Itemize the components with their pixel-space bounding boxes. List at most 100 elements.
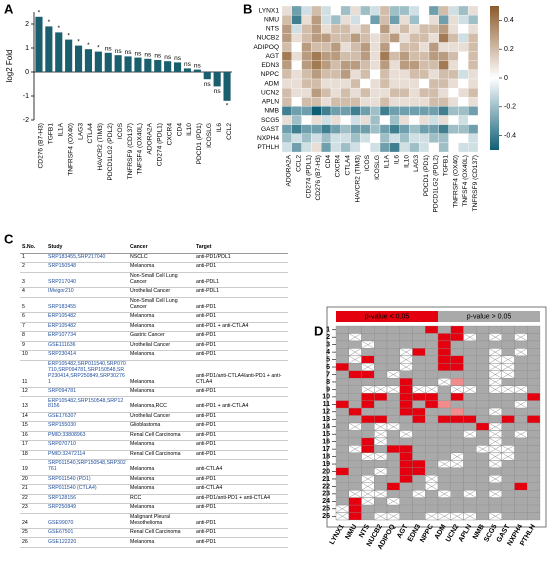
x-tick-label: ICOS xyxy=(117,122,124,139)
cancer-cell: Renal Cell Carcinoma xyxy=(128,528,194,539)
heatmap-cell xyxy=(468,24,479,34)
row-label: NMU xyxy=(264,16,279,23)
cancer-cell: Melanoma xyxy=(128,440,194,451)
heatmap-cell xyxy=(399,133,410,144)
grid-cell xyxy=(450,497,464,506)
heatmap-cell xyxy=(330,97,341,107)
heatmap-cell xyxy=(428,5,439,16)
grid-cell xyxy=(527,482,541,491)
cancer-cell: NSCLC xyxy=(128,253,194,264)
heatmap-cell xyxy=(419,97,430,107)
row-number-cell: 12 xyxy=(20,387,46,398)
heatmap-cell xyxy=(340,24,351,34)
na-cross xyxy=(488,355,502,364)
grid-cell xyxy=(514,467,528,476)
grid-cell xyxy=(527,452,541,461)
table-row: 7 ERP105482 Melanoma anti-PD1 + anti-CTLA4 xyxy=(20,322,288,332)
row-label: NMB xyxy=(264,108,279,115)
significance-label: * xyxy=(48,19,51,26)
grid-cell xyxy=(412,512,426,521)
grid-cell xyxy=(527,348,541,356)
study-cell: SRP217040 xyxy=(46,272,128,289)
row-label: NPPC xyxy=(261,71,280,78)
row-label: PTHLH xyxy=(257,144,279,151)
table-row: 23 SRP250849 Melanoma anti-PD1 xyxy=(20,503,288,514)
x-tick-label: CD276 (B7-H3) xyxy=(38,123,45,168)
target-cell: anti-PD1 xyxy=(194,350,288,361)
heatmap-cell xyxy=(458,14,469,25)
na-cross xyxy=(488,452,502,461)
row-number-cell: 17 xyxy=(20,440,46,451)
heatmap-cell xyxy=(311,24,322,34)
heatmap-cell xyxy=(311,87,322,98)
column-label: ICOS xyxy=(364,154,371,171)
bar xyxy=(183,68,192,72)
grid-cell xyxy=(501,490,515,498)
heatmap-cell xyxy=(291,115,302,125)
heatmap-cell xyxy=(409,42,420,52)
header-cell: Study xyxy=(46,244,128,254)
grid-cell xyxy=(437,467,451,476)
grid-cell xyxy=(476,430,490,439)
grid-cell xyxy=(437,363,451,371)
heatmap-cell xyxy=(281,78,292,89)
heatmap-cell xyxy=(360,14,371,25)
bar xyxy=(114,55,122,72)
grid-cell xyxy=(527,512,541,521)
na-cross xyxy=(488,378,502,386)
heatmap-cell xyxy=(468,33,479,43)
heatmap-cell xyxy=(399,5,410,16)
heatmap-cell xyxy=(350,33,361,43)
heatmap-cell xyxy=(438,124,449,134)
column-label: IL10 xyxy=(403,155,410,168)
na-cross xyxy=(386,512,400,521)
grid-cell xyxy=(425,490,439,498)
row-number-cell: 1 xyxy=(20,253,46,264)
table-body: 1 SRP183455,SRP217040 NSCLC anti-PD1/PDL1 2 S… xyxy=(20,253,288,548)
grid-cell xyxy=(374,460,388,468)
heatmap-cell xyxy=(379,97,390,107)
grid-cell xyxy=(361,512,375,521)
cancer-cell: Non-Small Cell Lung Cancer xyxy=(128,297,194,314)
heatmap-cell xyxy=(458,42,469,52)
grid-cell xyxy=(399,407,413,416)
bar xyxy=(124,56,132,72)
grid-cell xyxy=(437,385,451,394)
grid-cell xyxy=(527,467,541,476)
heatmap-cell xyxy=(350,69,361,80)
grid-cell xyxy=(450,340,464,349)
grid-cell xyxy=(514,393,528,401)
heatmap-cell xyxy=(291,106,302,116)
grid-cell xyxy=(412,400,426,409)
x-tick-label: LAG3 xyxy=(77,123,84,140)
row-number-cell: 14 xyxy=(20,412,46,423)
heatmap-cell xyxy=(399,97,410,107)
grid-cell xyxy=(527,378,541,386)
row-number-cell: 2 xyxy=(20,262,46,273)
significance-label: ns xyxy=(204,81,212,88)
heatmap-cell xyxy=(448,14,459,25)
column-label: ADORA2A xyxy=(286,154,293,186)
row-label: 16 xyxy=(322,438,330,445)
heatmap-cell xyxy=(360,5,371,16)
grid-cell xyxy=(386,475,400,483)
na-cross xyxy=(501,385,515,394)
na-cross xyxy=(501,370,515,379)
heatmap-cell xyxy=(370,33,381,43)
heatmap-cell xyxy=(448,42,459,52)
study-cell: GSE67501 xyxy=(46,528,128,539)
significance-label: * xyxy=(226,103,229,110)
heatmap-cell xyxy=(291,78,302,89)
grid-cell xyxy=(374,340,388,349)
grid-cell xyxy=(386,363,400,371)
row-label: 15 xyxy=(322,431,330,438)
target-cell: anti-PD1 xyxy=(194,537,288,548)
heatmap-cell xyxy=(438,42,449,52)
grid-cell xyxy=(374,325,388,334)
bar xyxy=(84,49,93,72)
grid-cell xyxy=(476,355,490,364)
na-cross xyxy=(437,489,451,498)
grid-cell xyxy=(488,400,502,409)
na-cross xyxy=(437,512,451,521)
grid-cell xyxy=(348,325,362,334)
